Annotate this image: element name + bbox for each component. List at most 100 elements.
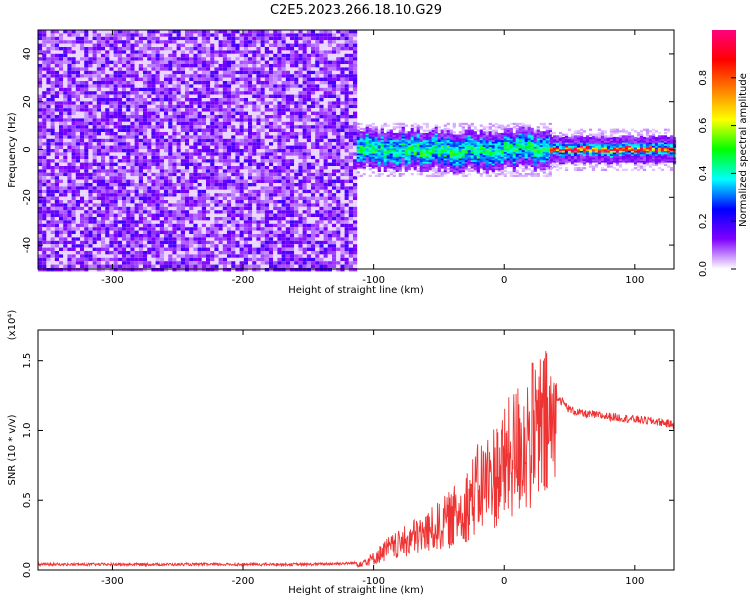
- heatmap-cell: [134, 77, 139, 81]
- heatmap-cell: [277, 213, 282, 217]
- heatmap-cell: [147, 186, 152, 190]
- heatmap-cell: [311, 166, 316, 170]
- heatmap-cell: [214, 142, 219, 146]
- heatmap-cell: [180, 189, 185, 194]
- heatmap-cell: [176, 179, 181, 183]
- heatmap-cell: [290, 155, 295, 160]
- heatmap-cell: [243, 268, 248, 272]
- heatmap-cell: [50, 108, 55, 112]
- heatmap-cell: [50, 98, 55, 102]
- heatmap-cell: [243, 149, 248, 153]
- heatmap-cell: [54, 53, 59, 58]
- heatmap-cell: [130, 104, 135, 109]
- heatmap-cell: [235, 64, 240, 68]
- heatmap-cell: [231, 33, 236, 37]
- heatmap-cell: [105, 149, 110, 153]
- heatmap-cell: [130, 40, 135, 44]
- heatmap-cell: [256, 189, 261, 194]
- heatmap-cell: [298, 234, 303, 238]
- heatmap-cell: [210, 111, 215, 115]
- heatmap-cell: [185, 193, 190, 197]
- heatmap-cell: [113, 172, 118, 177]
- heatmap-cell: [227, 200, 232, 204]
- heatmap-cell: [147, 91, 152, 95]
- heatmap-cell: [176, 162, 181, 166]
- heatmap-cell: [193, 47, 198, 51]
- heatmap-cell: [189, 251, 194, 255]
- heatmap-cell: [201, 67, 206, 71]
- heatmap-cell: [319, 162, 324, 166]
- heatmap-cell: [210, 33, 215, 37]
- heatmap-cell: [235, 244, 240, 248]
- heatmap-cell: [130, 128, 135, 132]
- heatmap-cell: [126, 108, 131, 112]
- heatmap-cell: [126, 230, 131, 234]
- heatmap-cell: [239, 186, 244, 190]
- heatmap-cell: [260, 149, 265, 153]
- heatmap-cell: [92, 183, 97, 187]
- heatmap-cell: [222, 67, 227, 71]
- heatmap-cell: [63, 84, 68, 88]
- heatmap-cell: [252, 145, 257, 149]
- heatmap-cell: [264, 220, 269, 224]
- heatmap-cell: [231, 47, 236, 51]
- heatmap-cell: [159, 91, 164, 95]
- heatmap-cell: [256, 138, 261, 143]
- heatmap-cell: [210, 176, 215, 180]
- heatmap-cell: [252, 111, 257, 115]
- heatmap-cell: [323, 227, 328, 231]
- heatmap-cell: [151, 254, 156, 258]
- heatmap-cell: [218, 254, 223, 258]
- heatmap-cell: [38, 84, 43, 88]
- heatmap-cell: [168, 84, 173, 88]
- heatmap-cell: [180, 128, 185, 132]
- heatmap-cell: [138, 155, 143, 160]
- heatmap-cell: [235, 203, 240, 207]
- heatmap-cell: [75, 264, 80, 268]
- heatmap-cell: [134, 128, 139, 132]
- heatmap-cell: [122, 108, 127, 112]
- heatmap-cell: [180, 223, 185, 228]
- heatmap-cell: [239, 111, 244, 115]
- heatmap-cell: [180, 121, 185, 126]
- heatmap-cell: [332, 64, 337, 68]
- heatmap-cell: [117, 101, 122, 105]
- heatmap-cell: [256, 196, 261, 200]
- heatmap-cell: [306, 111, 311, 115]
- heatmap-cell: [277, 183, 282, 187]
- heatmap-cell: [277, 257, 282, 262]
- heatmap-cell: [117, 159, 122, 163]
- heatmap-cell: [38, 36, 43, 41]
- heatmap-cell: [46, 183, 51, 187]
- heatmap-cell: [193, 138, 198, 143]
- heatmap-cell: [185, 101, 190, 105]
- heatmap-cell: [168, 132, 173, 136]
- heatmap-cell: [105, 94, 110, 98]
- heatmap-cell: [302, 200, 307, 204]
- heatmap-cell: [231, 94, 236, 98]
- heatmap-cell: [54, 135, 59, 139]
- heatmap-cell: [134, 57, 139, 61]
- heatmap-cell: [323, 220, 328, 224]
- heatmap-cell: [319, 196, 324, 200]
- heatmap-cell: [277, 217, 282, 221]
- heatmap-cell: [113, 74, 118, 78]
- heatmap-cell: [285, 67, 290, 71]
- heatmap-cell: [130, 172, 135, 177]
- heatmap-cell: [164, 210, 169, 214]
- heatmap-cell: [222, 268, 227, 272]
- heatmap-cell: [42, 77, 47, 81]
- heatmap-cell: [84, 251, 89, 255]
- heatmap-cell: [256, 159, 261, 163]
- heatmap-cell: [239, 84, 244, 88]
- heatmap-cell: [189, 118, 194, 122]
- heatmap-cell: [269, 77, 274, 81]
- heatmap-cell: [96, 240, 101, 245]
- heatmap-cell: [197, 264, 202, 268]
- heatmap-cell: [71, 74, 76, 78]
- heatmap-cell: [193, 30, 198, 34]
- heatmap-cell: [197, 115, 202, 119]
- heatmap-cell: [197, 172, 202, 177]
- heatmap-cell: [122, 159, 127, 163]
- heatmap-cell: [92, 74, 97, 78]
